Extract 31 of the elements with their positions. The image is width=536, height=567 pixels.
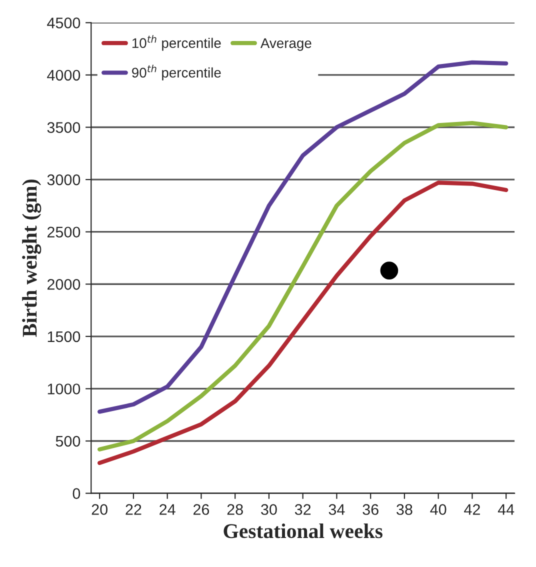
legend-label: Average (260, 38, 312, 51)
x-tick-label: 20 (92, 504, 108, 515)
x-tick-label: 34 (328, 504, 345, 515)
x-tick-label: 36 (362, 504, 378, 515)
y-tick-label: 1500 (48, 331, 80, 342)
x-tick-label: 40 (430, 504, 446, 515)
x-tick-label: 24 (160, 504, 176, 515)
y-axis-title: Birth weight (gm) (22, 180, 42, 337)
y-tick-label: 4000 (47, 70, 80, 81)
y-tick-label: 2500 (47, 226, 80, 238)
x-tick-label: 22 (126, 504, 142, 515)
x-tick-label: 28 (227, 504, 243, 515)
x-tick-label: 30 (261, 504, 277, 515)
y-tick-label: 4500 (47, 18, 80, 28)
y-tick-label: 500 (56, 436, 80, 447)
line-series (98, 180, 508, 466)
y-tick-label: 0 (72, 488, 80, 499)
legend-label: 10$^{th}$ percentile (132, 35, 221, 51)
y-tick-label: 2000 (47, 279, 80, 290)
y-tick-label: 1000 (48, 384, 80, 394)
x-tick-label: 26 (193, 504, 210, 515)
legend-label: 90$^{th}$ percentile (132, 64, 221, 80)
line-series (98, 120, 508, 452)
y-tick-label: 3000 (47, 174, 80, 186)
x-tick-label: 38 (396, 504, 412, 515)
line-series (98, 60, 508, 414)
x-tick-label: 44 (498, 504, 514, 515)
y-tick-label: 3500 (47, 122, 80, 133)
x-axis-title: Gestational weeks (224, 524, 382, 538)
x-tick-label: 42 (464, 504, 480, 515)
x-tick-label: 32 (294, 504, 311, 515)
